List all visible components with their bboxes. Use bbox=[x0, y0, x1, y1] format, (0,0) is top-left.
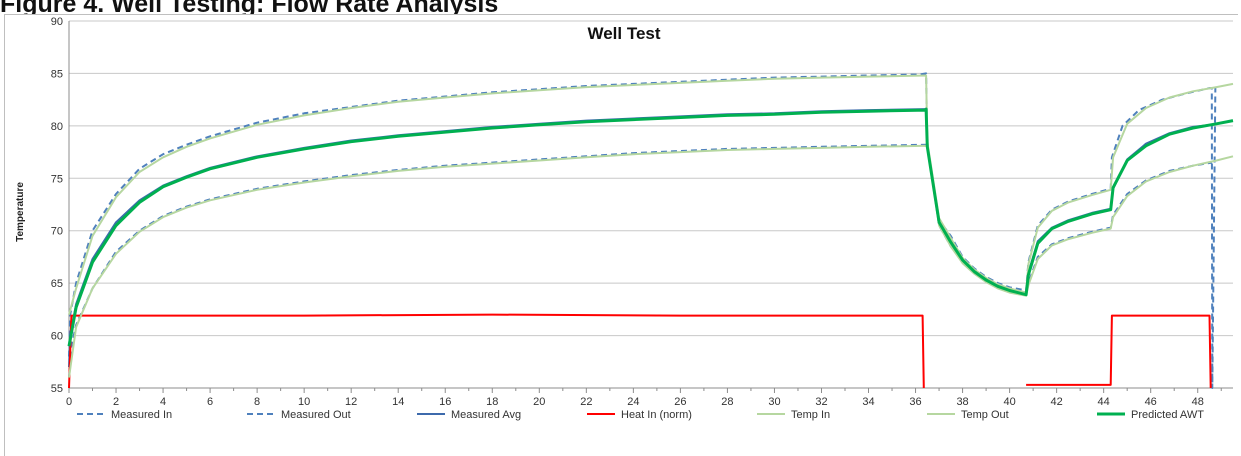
legend-label: Temp Out bbox=[961, 409, 1009, 421]
x-tick-label: 42 bbox=[1051, 396, 1063, 408]
x-tick-label: 30 bbox=[768, 396, 780, 408]
x-tick-label: 14 bbox=[392, 396, 404, 408]
legend-label: Predicted AWT bbox=[1131, 409, 1204, 421]
series-line-7 bbox=[67, 107, 1234, 347]
x-tick-label: 28 bbox=[721, 396, 733, 408]
x-tick-label: 20 bbox=[533, 396, 545, 408]
x-tick-label: 48 bbox=[1192, 396, 1204, 408]
legend-label: Measured Out bbox=[281, 409, 351, 421]
x-tick-label: 16 bbox=[439, 396, 451, 408]
chart-frame: 55 60 65 70 75 80 85 90 0 2 4 6 8 10 12 14 16 18 20 22 24 26… bbox=[4, 14, 1238, 456]
x-tick-label: 24 bbox=[627, 396, 639, 408]
series-line-1 bbox=[68, 143, 1212, 378]
legend-label: Temp In bbox=[791, 409, 830, 421]
y-tick-label: 55 bbox=[51, 383, 63, 395]
legend-label: Measured In bbox=[111, 409, 172, 421]
x-axis-ticks: 0 2 4 6 8 10 12 14 16 18 20 22 24 26 28 30 32 34 36 38 40 42 4… bbox=[66, 388, 1222, 408]
x-tick-label: 38 bbox=[956, 396, 968, 408]
series-lines bbox=[67, 72, 1234, 389]
x-tick-label: 36 bbox=[909, 396, 921, 408]
y-tick-label: 60 bbox=[51, 331, 63, 343]
series-line-2 bbox=[68, 108, 1212, 368]
y-tick-label: 80 bbox=[51, 121, 63, 133]
series-line-5 bbox=[68, 74, 1234, 315]
y-axis-label: Temperature bbox=[15, 182, 26, 242]
series-line-3 bbox=[68, 313, 925, 389]
y-tick-label: 90 bbox=[51, 16, 63, 28]
x-tick-label: 2 bbox=[113, 396, 119, 408]
x-tick-label: 12 bbox=[345, 396, 357, 408]
grid-lines bbox=[68, 20, 1233, 389]
series-line-6 bbox=[68, 144, 1234, 378]
series-line-4 bbox=[1026, 314, 1212, 389]
page-heading: Figure 4. Well Testing: Flow Rate Analys… bbox=[0, 0, 499, 15]
y-axis-ticks: 55 60 65 70 75 80 85 90 bbox=[51, 16, 63, 395]
x-tick-label: 10 bbox=[298, 396, 310, 408]
x-tick-label: 32 bbox=[815, 396, 827, 408]
legend-label: Measured Avg bbox=[451, 409, 521, 421]
y-tick-label: 85 bbox=[51, 68, 63, 80]
y-tick-label: 75 bbox=[51, 173, 63, 185]
x-tick-label: 40 bbox=[1003, 396, 1015, 408]
x-tick-label: 6 bbox=[207, 396, 213, 408]
y-tick-label: 70 bbox=[51, 226, 63, 238]
y-tick-label: 65 bbox=[51, 278, 63, 290]
legend-label: Heat In (norm) bbox=[621, 409, 692, 421]
chart-title: Well Test bbox=[587, 24, 660, 43]
x-tick-label: 26 bbox=[674, 396, 686, 408]
x-tick-label: 18 bbox=[486, 396, 498, 408]
chart-legend: Measured In Measured Out Measured Avg Heat … bbox=[77, 409, 1204, 421]
x-tick-label: 0 bbox=[66, 396, 72, 408]
x-tick-label: 46 bbox=[1145, 396, 1157, 408]
x-tick-label: 34 bbox=[862, 396, 874, 408]
x-tick-label: 44 bbox=[1098, 396, 1110, 408]
x-tick-label: 4 bbox=[160, 396, 166, 408]
x-tick-label: 8 bbox=[254, 396, 260, 408]
x-tick-label: 22 bbox=[580, 396, 592, 408]
